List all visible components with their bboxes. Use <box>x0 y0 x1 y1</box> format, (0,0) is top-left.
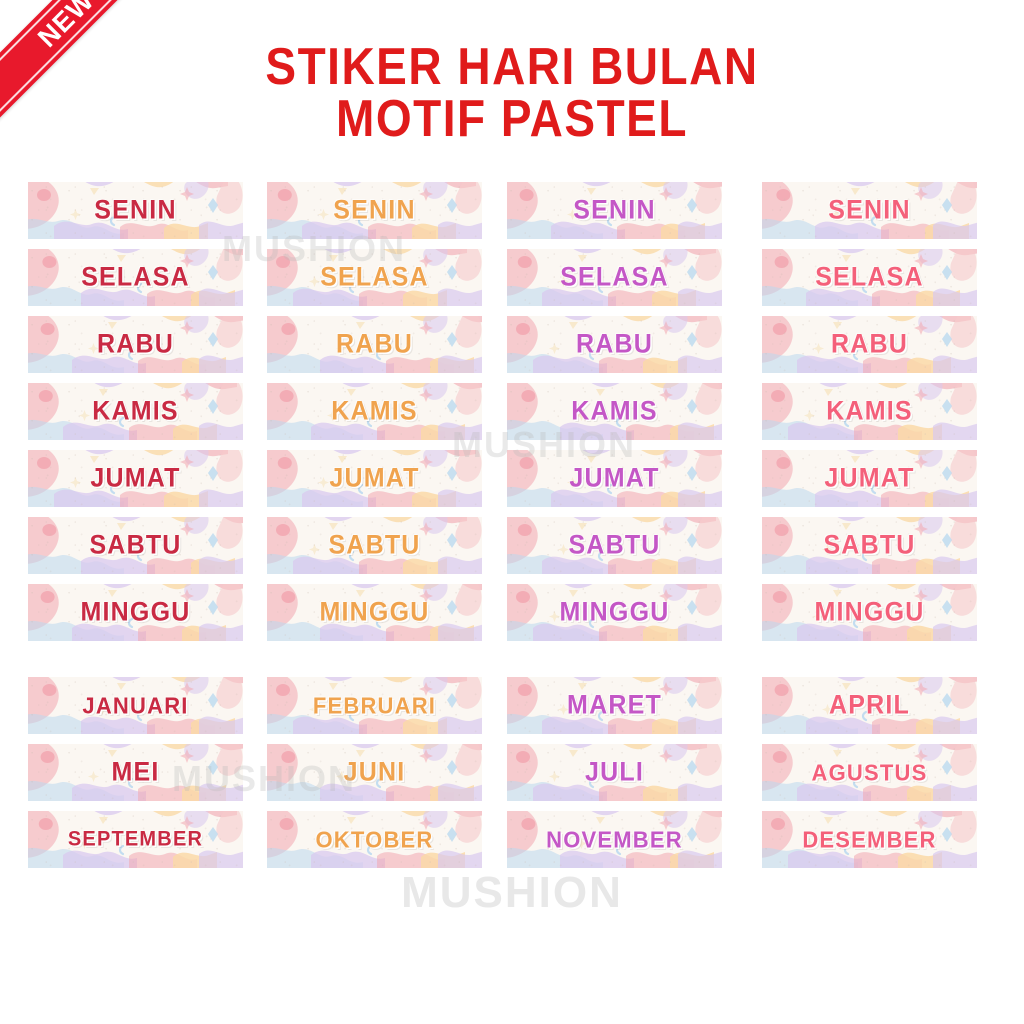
sticker-card-month-september: SEPTEMBER <box>28 811 243 868</box>
sticker-label: SABTU <box>89 530 182 560</box>
sticker-label: FEBRUARI <box>312 691 437 719</box>
watermark-bottom: MUSHION <box>401 868 623 917</box>
sticker-label: SEPTEMBER <box>67 827 204 851</box>
sticker-card-day-sabtu-col4: SABTU <box>762 517 977 574</box>
sticker-card-day-senin-col4: SENIN <box>762 182 977 239</box>
sticker-label: SENIN <box>828 195 911 225</box>
sticker-label: JANUARI <box>82 691 189 719</box>
sticker-label: RABU <box>335 329 414 359</box>
sticker-card-day-jumat-col4: JUMAT <box>762 450 977 507</box>
sticker-label: SABTU <box>568 530 661 560</box>
page-title: STIKER HARI BULAN MOTIF PASTEL <box>0 36 1024 148</box>
sticker-label: JUMAT <box>569 463 660 493</box>
title-line-2: MOTIF PASTEL <box>336 88 688 148</box>
sticker-card-day-selasa-col1: SELASA <box>28 249 243 306</box>
sticker-label: KAMIS <box>571 396 658 426</box>
sticker-card-day-rabu-col2: RABU <box>267 316 482 373</box>
sticker-label: SELASA <box>815 262 924 292</box>
sticker-label: JUMAT <box>824 463 915 493</box>
sticker-label: KAMIS <box>826 396 913 426</box>
sticker-label: OKTOBER <box>315 825 434 853</box>
sticker-card-day-selasa-col2: SELASA <box>267 249 482 306</box>
sticker-label: MINGGU <box>80 597 191 627</box>
sticker-card-day-rabu-col1: RABU <box>28 316 243 373</box>
sticker-label: SABTU <box>823 530 916 560</box>
sticker-card-day-jumat-col2: JUMAT <box>267 450 482 507</box>
sticker-label: SENIN <box>333 195 416 225</box>
title-line-1: STIKER HARI BULAN <box>265 36 759 96</box>
sticker-card-day-minggu-col2: MINGGU <box>267 584 482 641</box>
sticker-label: MINGGU <box>319 597 430 627</box>
sticker-label: SELASA <box>81 262 190 292</box>
sticker-label: RABU <box>575 329 654 359</box>
sticker-card-day-kamis-col2: KAMIS <box>267 383 482 440</box>
sticker-label: KAMIS <box>92 396 179 426</box>
sticker-label: JULI <box>585 757 644 787</box>
sticker-label: KAMIS <box>331 396 418 426</box>
sticker-label: RABU <box>96 329 175 359</box>
sticker-card-day-kamis-col1: KAMIS <box>28 383 243 440</box>
sticker-card-day-rabu-col3: RABU <box>507 316 722 373</box>
sticker-card-day-senin-col1: SENIN <box>28 182 243 239</box>
sticker-card-month-juli: JULI <box>507 744 722 801</box>
sticker-label: MINGGU <box>814 597 925 627</box>
sticker-card-day-selasa-col4: SELASA <box>762 249 977 306</box>
sticker-card-day-minggu-col3: MINGGU <box>507 584 722 641</box>
sticker-card-month-januari: JANUARI <box>28 677 243 734</box>
sticker-card-day-sabtu-col1: SABTU <box>28 517 243 574</box>
sticker-label: RABU <box>830 329 909 359</box>
sticker-card-day-senin-col2: SENIN <box>267 182 482 239</box>
sticker-card-day-jumat-col1: JUMAT <box>28 450 243 507</box>
sticker-label: JUMAT <box>329 463 420 493</box>
sticker-card-day-selasa-col3: SELASA <box>507 249 722 306</box>
sticker-card-day-rabu-col4: RABU <box>762 316 977 373</box>
sticker-card-day-jumat-col3: JUMAT <box>507 450 722 507</box>
sticker-label: MEI <box>111 757 160 787</box>
sticker-card-month-oktober: OKTOBER <box>267 811 482 868</box>
sticker-card-month-agustus: AGUSTUS <box>762 744 977 801</box>
sticker-card-month-april: APRIL <box>762 677 977 734</box>
sticker-card-month-februari: FEBRUARI <box>267 677 482 734</box>
sticker-card-day-sabtu-col3: SABTU <box>507 517 722 574</box>
sticker-card-day-sabtu-col2: SABTU <box>267 517 482 574</box>
sticker-card-day-kamis-col3: KAMIS <box>507 383 722 440</box>
sticker-label: JUNI <box>343 757 406 787</box>
sticker-label: JUMAT <box>90 463 181 493</box>
sticker-card-day-senin-col3: SENIN <box>507 182 722 239</box>
sticker-card-month-desember: DESEMBER <box>762 811 977 868</box>
sticker-grid: SENIN SENIN <box>0 182 1024 868</box>
sticker-label: DESEMBER <box>802 825 937 853</box>
sticker-label: AGUSTUS <box>811 758 928 786</box>
sticker-label: NOVEMBER <box>546 825 683 853</box>
sticker-label: SABTU <box>328 530 421 560</box>
sticker-card-day-kamis-col4: KAMIS <box>762 383 977 440</box>
sticker-label: SENIN <box>573 195 656 225</box>
sticker-label: SELASA <box>560 262 669 292</box>
sticker-card-month-juni: JUNI <box>267 744 482 801</box>
sticker-card-day-minggu-col1: MINGGU <box>28 584 243 641</box>
sticker-card-month-november: NOVEMBER <box>507 811 722 868</box>
sticker-label: SELASA <box>320 262 429 292</box>
sticker-card-day-minggu-col4: MINGGU <box>762 584 977 641</box>
sticker-label: APRIL <box>829 690 910 720</box>
sticker-label: MARET <box>567 690 662 720</box>
sticker-label: MINGGU <box>559 597 670 627</box>
sticker-card-month-maret: MARET <box>507 677 722 734</box>
sticker-card-month-mei: MEI <box>28 744 243 801</box>
sticker-label: SENIN <box>94 195 177 225</box>
